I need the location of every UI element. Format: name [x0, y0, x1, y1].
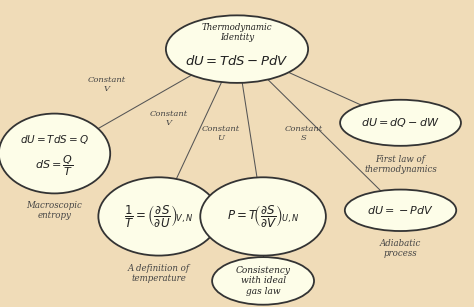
Text: A definition of
temperature: A definition of temperature [128, 264, 190, 283]
Text: Constant
V: Constant V [149, 110, 187, 127]
Text: First law of
thermodynamics: First law of thermodynamics [364, 155, 437, 174]
Ellipse shape [212, 257, 314, 305]
Ellipse shape [340, 100, 461, 146]
Text: Consistency
with ideal
gas law: Consistency with ideal gas law [236, 266, 291, 296]
Text: Thermodynamic
Identity: Thermodynamic Identity [202, 22, 272, 42]
Text: $\dfrac{1}{T} = \left(\dfrac{\partial S}{\partial U}\right)_{\!V,N}$: $\dfrac{1}{T} = \left(\dfrac{\partial S}… [124, 204, 193, 229]
Ellipse shape [201, 177, 326, 255]
Ellipse shape [166, 15, 308, 83]
Ellipse shape [99, 177, 219, 255]
Text: Macroscopic
entropy: Macroscopic entropy [27, 201, 82, 220]
Ellipse shape [0, 114, 110, 193]
Text: $dU = dQ - dW$: $dU = dQ - dW$ [361, 116, 440, 129]
Text: $dU = -PdV$: $dU = -PdV$ [367, 204, 434, 216]
Text: $dU = TdS - PdV$: $dU = TdS - PdV$ [185, 54, 289, 68]
Text: Adiabatic
process: Adiabatic process [380, 239, 421, 258]
Text: Constant
V: Constant V [88, 76, 126, 93]
Text: $dU = TdS = Q$: $dU = TdS = Q$ [20, 133, 89, 146]
Text: $dS = \dfrac{Q}{T}$: $dS = \dfrac{Q}{T}$ [35, 154, 74, 178]
Text: Constant
S: Constant S [284, 125, 322, 142]
Text: Constant
U: Constant U [201, 125, 239, 142]
Text: $P = T\!\left(\dfrac{\partial S}{\partial V}\right)_{\!U,N}$: $P = T\!\left(\dfrac{\partial S}{\partia… [227, 204, 300, 229]
Ellipse shape [345, 189, 456, 231]
